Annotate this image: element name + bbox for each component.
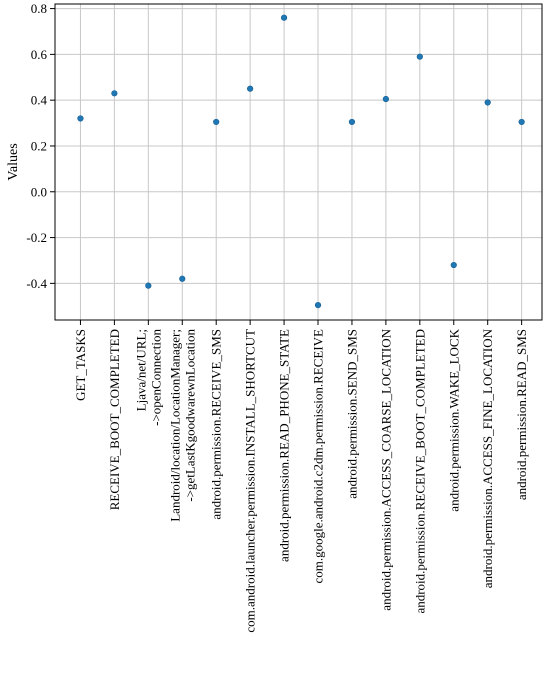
- data-point: [348, 118, 356, 126]
- data-point: [484, 99, 491, 106]
- data-point: [179, 275, 186, 282]
- x-tick-label: android.permission.SEND_SMS: [344, 329, 359, 499]
- x-tick-label-line: android.permission.READ_SMS: [514, 329, 529, 500]
- x-tick-label-line: RECEIVE_BOOT_COMPLETED: [107, 329, 122, 510]
- x-tick-label-line: com.google.android.c2dm.permission.RECEI…: [311, 329, 326, 584]
- data-point: [280, 14, 288, 21]
- x-tick-label: android.permission.ACCESS_FINE_LOCATION: [480, 328, 495, 588]
- data-point: [382, 95, 389, 103]
- x-tick-label-line: android.permission.WAKE_LOCK: [446, 328, 461, 511]
- y-tick-label: 0.0: [31, 184, 47, 199]
- x-tick-label-line: android.permission.SEND_SMS: [344, 329, 359, 499]
- y-tick-label: 0.4: [31, 93, 48, 108]
- x-axis: GET_TASKS RECEIVE_BOOT_COMPLETED Ljava/net…: [73, 320, 529, 633]
- x-tick-label-line: com.android.launcher.permission.INSTALL_…: [243, 329, 258, 633]
- x-tick-label-line: android.permission.READ_PHONE_STATE: [277, 329, 292, 562]
- x-tick-label-line: ->getLastKgoodwarewnLocation: [182, 329, 197, 502]
- x-tick-label-line: android.permission.RECEIVE_BOOT_COMPLETE…: [412, 329, 427, 614]
- y-axis-label: Values: [6, 143, 21, 180]
- x-tick-label: RECEIVE_BOOT_COMPLETED: [107, 329, 122, 510]
- data-point: [145, 282, 152, 289]
- x-tick-label: Ljava/net/URL; ->openConnection: [133, 329, 163, 426]
- plot-frame: [54, 3, 543, 321]
- x-tick-label-line: Ljava/net/URL;: [133, 329, 148, 411]
- data-point: [247, 85, 254, 92]
- data-point: [213, 118, 220, 126]
- data-point: [450, 261, 457, 269]
- x-tick-label-line: ->openConnection: [148, 329, 163, 426]
- x-tick-label-line: android.permission.ACCESS_FINE_LOCATION: [480, 328, 495, 588]
- x-tick-label: com.android.launcher.permission.INSTALL_…: [243, 329, 258, 633]
- x-tick-label: android.permission.RECEIVE_BOOT_COMPLETE…: [412, 329, 427, 614]
- x-tick-label: android.permission.WAKE_LOCK: [446, 328, 461, 511]
- x-tick-label-line: Landroid/location/LocationManager;: [167, 329, 182, 522]
- y-tick-label: -0.2: [26, 230, 47, 245]
- y-tick-label: 0.8: [31, 1, 47, 16]
- data-points: [77, 14, 525, 309]
- x-tick-label-line: GET_TASKS: [73, 329, 88, 401]
- x-tick-label: Landroid/location/LocationManager; ->getL…: [167, 329, 197, 522]
- x-tick-label: android.permission.RECEIVE_SMS: [209, 329, 224, 520]
- grid-layer: [55, 4, 542, 320]
- x-tick-label-line: android.permission.ACCESS_COARSE_LOCATIO…: [378, 328, 393, 610]
- y-tick-label: 0.2: [31, 138, 47, 153]
- x-tick-label: android.permission.READ_SMS: [514, 329, 529, 500]
- x-tick-label: android.permission.ACCESS_COARSE_LOCATIO…: [378, 328, 393, 610]
- x-tick-label: com.google.android.c2dm.permission.RECEI…: [311, 329, 326, 584]
- x-tick-label: android.permission.READ_PHONE_STATE: [277, 329, 292, 562]
- y-tick-label: 0.6: [31, 47, 48, 62]
- data-point: [416, 53, 423, 60]
- x-tick-label-line: android.permission.RECEIVE_SMS: [209, 329, 224, 520]
- data-point: [111, 90, 118, 97]
- y-axis: -0.4 -0.2 0.0 0.2 0.4 0.6 0.8: [26, 1, 55, 291]
- x-tick-label: GET_TASKS: [73, 329, 88, 401]
- data-point: [314, 302, 322, 309]
- data-point: [518, 118, 525, 126]
- data-point: [77, 115, 84, 122]
- y-tick-label: -0.4: [26, 276, 47, 291]
